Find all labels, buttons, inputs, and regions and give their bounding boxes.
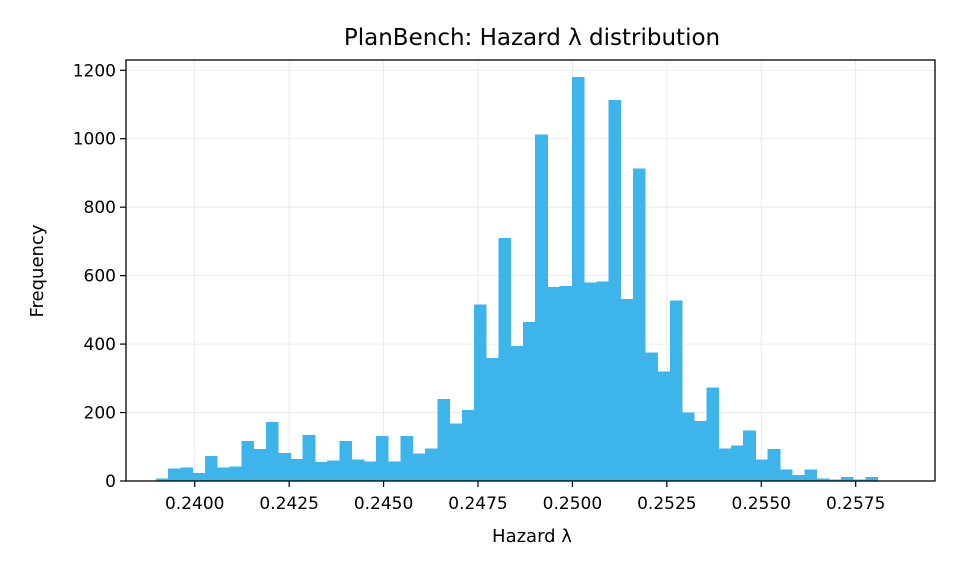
histogram-bar-26 [473, 304, 487, 481]
histogram-bar-29 [510, 345, 524, 481]
histogram-bar-45 [706, 387, 720, 481]
histogram-bar-57 [853, 479, 866, 481]
histogram-bar-37 [608, 100, 622, 482]
histogram-bar-49 [755, 459, 769, 481]
histogram-bar-43 [682, 412, 695, 481]
x-tick-label-5: 0.2525 [637, 494, 696, 514]
histogram-bar-39 [633, 168, 646, 481]
histogram-bar-25 [461, 410, 475, 481]
histogram-bar-50 [767, 449, 781, 481]
histogram-bar-14 [327, 460, 340, 481]
histogram-bar-20 [400, 435, 414, 481]
histogram-bar-9 [265, 421, 279, 481]
histogram-bar-7 [241, 440, 255, 481]
histogram-bar-8 [253, 449, 267, 481]
chart-title: PlanBench: Hazard λ distribution [344, 25, 720, 51]
histogram-bar-40 [645, 352, 658, 481]
histogram-bar-24 [449, 423, 463, 481]
histogram-bar-51 [779, 469, 793, 481]
histogram-bar-11 [290, 458, 304, 481]
x-tick-label-4: 0.2500 [543, 494, 602, 514]
y-axis-label: Frequency [27, 224, 48, 317]
histogram-bar-55 [828, 479, 842, 481]
histogram-bar-33 [559, 285, 573, 481]
histogram-bar-0 [155, 478, 169, 481]
histogram-bar-41 [657, 371, 671, 481]
x-tick-label-6: 0.2550 [732, 494, 791, 514]
histogram-bar-1 [168, 468, 181, 481]
y-tick-label-2: 400 [84, 335, 116, 355]
histogram-bar-34 [571, 77, 585, 481]
x-tick-label-3: 0.2475 [448, 494, 507, 514]
y-tick-label-3: 600 [84, 267, 116, 287]
histogram-bar-15 [339, 440, 353, 481]
histogram-bar-16 [351, 459, 365, 481]
plot-frame [125, 59, 936, 482]
histogram-bar-36 [596, 281, 610, 481]
histogram-bar-21 [412, 453, 426, 481]
histogram-bar-10 [278, 452, 291, 481]
histogram-bar-18 [376, 435, 389, 481]
histogram-bar-52 [792, 474, 805, 481]
bars-layer [155, 77, 879, 482]
histogram-bar-13 [314, 462, 328, 481]
histogram-bar-3 [192, 472, 206, 481]
histogram-bar-32 [547, 286, 561, 481]
histogram-bar-31 [535, 134, 548, 481]
y-tick-label-4: 800 [84, 198, 116, 218]
histogram-bar-19 [388, 461, 401, 481]
y-tick-label-6: 1200 [73, 61, 116, 81]
y-tick-label-5: 1000 [73, 130, 116, 150]
x-tick-label-2: 0.2450 [354, 494, 413, 514]
histogram-bar-5 [217, 467, 230, 481]
histogram-bar-22 [425, 448, 438, 481]
histogram-bar-35 [584, 282, 597, 481]
y-tick-label-1: 200 [84, 404, 116, 424]
histogram-bar-23 [437, 398, 450, 481]
histogram-bar-12 [302, 434, 316, 481]
histogram-bar-54 [816, 478, 830, 481]
histogram-bar-28 [498, 237, 512, 481]
histogram-bar-53 [804, 469, 818, 481]
histogram-bar-58 [865, 476, 879, 481]
histogram-bar-47 [730, 445, 744, 481]
histogram-bar-2 [180, 467, 193, 481]
histogram-bar-42 [669, 300, 683, 481]
grid-layer [126, 60, 935, 482]
x-axis-label: Hazard λ [492, 526, 572, 547]
x-tick-label-1: 0.2425 [259, 494, 318, 514]
ticks-layer: 0.2400 0.2425 0.2450 0.2475 0.2500 0.2525 0.25… [73, 61, 886, 514]
histogram-bar-27 [486, 357, 499, 481]
histogram-bar-44 [694, 421, 707, 481]
histogram-bar-56 [841, 476, 854, 481]
histogram-bar-38 [620, 298, 634, 481]
histogram-bar-17 [363, 461, 377, 481]
x-tick-label-0: 0.2400 [165, 494, 224, 514]
histogram-bar-4 [204, 456, 218, 481]
histogram-bar-30 [522, 321, 536, 481]
x-tick-label-7: 0.2575 [826, 494, 885, 514]
histogram-bar-6 [229, 466, 242, 481]
y-tick-label-0: 0 [105, 472, 116, 492]
histogram-bar-46 [718, 448, 732, 481]
histogram-bar-48 [743, 430, 756, 481]
